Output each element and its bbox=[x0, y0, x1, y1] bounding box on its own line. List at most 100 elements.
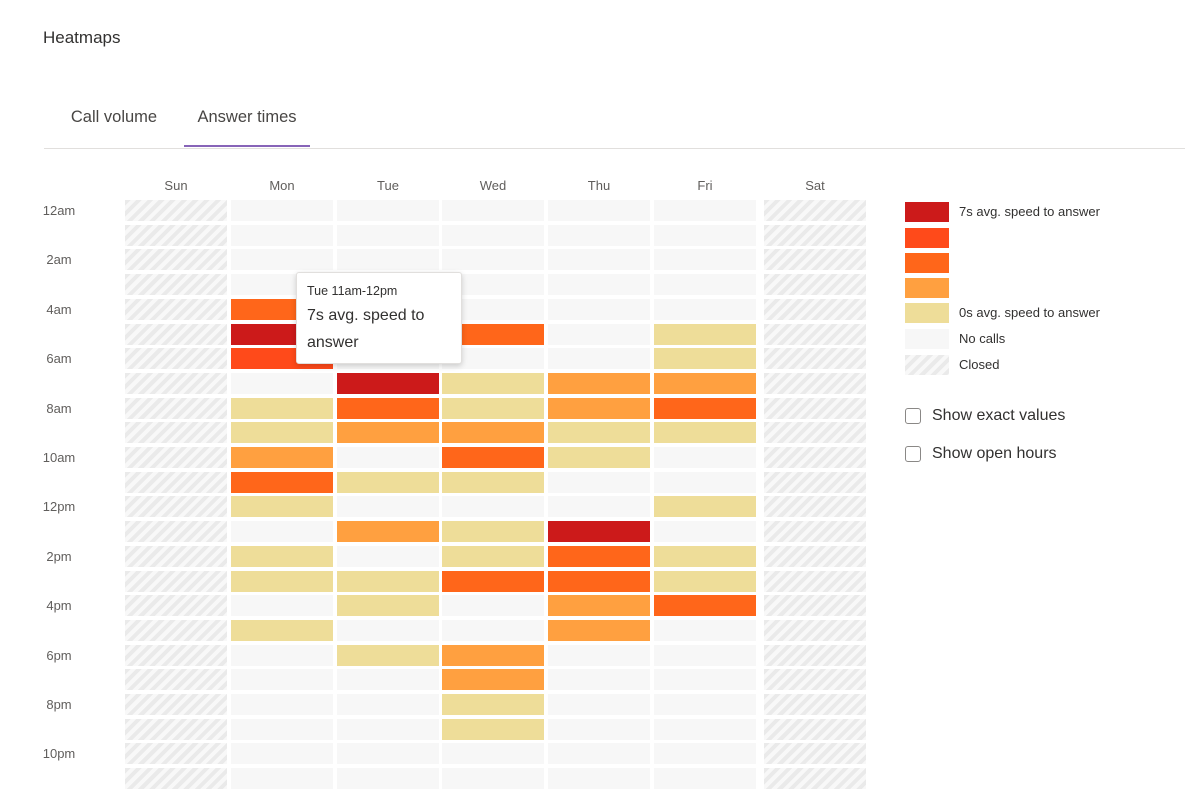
heatmap-cell[interactable] bbox=[231, 249, 333, 270]
heatmap-cell[interactable] bbox=[442, 496, 544, 517]
heatmap-cell[interactable] bbox=[764, 249, 866, 270]
heatmap-cell[interactable] bbox=[125, 299, 227, 320]
heatmap-cell[interactable] bbox=[231, 200, 333, 221]
heatmap-cell[interactable] bbox=[337, 447, 439, 468]
heatmap-cell[interactable] bbox=[125, 249, 227, 270]
heatmap-cell[interactable] bbox=[764, 398, 866, 419]
heatmap-cell[interactable] bbox=[548, 274, 650, 295]
heatmap-cell[interactable] bbox=[654, 398, 756, 419]
heatmap-cell[interactable] bbox=[764, 348, 866, 369]
heatmap-cell[interactable] bbox=[125, 768, 227, 789]
heatmap-cell[interactable] bbox=[442, 274, 544, 295]
heatmap-cell[interactable] bbox=[125, 719, 227, 740]
heatmap-cell[interactable] bbox=[231, 743, 333, 764]
heatmap-cell[interactable] bbox=[764, 521, 866, 542]
heatmap-cell[interactable] bbox=[337, 719, 439, 740]
heatmap-cell[interactable] bbox=[548, 472, 650, 493]
heatmap-cell[interactable] bbox=[442, 324, 544, 345]
heatmap-cell[interactable] bbox=[654, 324, 756, 345]
heatmap-cell[interactable] bbox=[654, 768, 756, 789]
heatmap-cell[interactable] bbox=[654, 225, 756, 246]
heatmap-cell[interactable] bbox=[231, 225, 333, 246]
heatmap-cell[interactable] bbox=[764, 620, 866, 641]
heatmap-cell[interactable] bbox=[231, 373, 333, 394]
heatmap-cell[interactable] bbox=[231, 422, 333, 443]
heatmap-cell[interactable] bbox=[654, 422, 756, 443]
heatmap-cell[interactable] bbox=[125, 422, 227, 443]
heatmap-cell[interactable] bbox=[337, 768, 439, 789]
heatmap-cell[interactable] bbox=[548, 669, 650, 690]
heatmap-cell[interactable] bbox=[548, 546, 650, 567]
heatmap-cell[interactable] bbox=[654, 571, 756, 592]
heatmap-cell[interactable] bbox=[442, 225, 544, 246]
heatmap-cell[interactable] bbox=[654, 669, 756, 690]
heatmap-cell[interactable] bbox=[654, 447, 756, 468]
heatmap-cell[interactable] bbox=[337, 669, 439, 690]
heatmap-cell[interactable] bbox=[764, 645, 866, 666]
heatmap-cell[interactable] bbox=[442, 719, 544, 740]
heatmap-cell[interactable] bbox=[231, 496, 333, 517]
heatmap-cell[interactable] bbox=[442, 768, 544, 789]
heatmap-cell[interactable] bbox=[125, 496, 227, 517]
heatmap-cell[interactable] bbox=[231, 521, 333, 542]
heatmap-cell[interactable] bbox=[764, 546, 866, 567]
heatmap-cell[interactable] bbox=[442, 571, 544, 592]
heatmap-cell[interactable] bbox=[548, 225, 650, 246]
heatmap-cell[interactable] bbox=[548, 595, 650, 616]
heatmap-cell[interactable] bbox=[231, 447, 333, 468]
heatmap-cell[interactable] bbox=[337, 743, 439, 764]
heatmap-cell[interactable] bbox=[548, 299, 650, 320]
heatmap-cell[interactable] bbox=[125, 645, 227, 666]
heatmap-cell[interactable] bbox=[125, 595, 227, 616]
heatmap-cell[interactable] bbox=[548, 496, 650, 517]
heatmap-cell[interactable] bbox=[442, 546, 544, 567]
heatmap-cell[interactable] bbox=[442, 422, 544, 443]
heatmap-cell[interactable] bbox=[548, 719, 650, 740]
heatmap-cell[interactable] bbox=[231, 595, 333, 616]
heatmap-cell[interactable] bbox=[125, 274, 227, 295]
heatmap-cell[interactable] bbox=[654, 249, 756, 270]
heatmap-cell[interactable] bbox=[654, 620, 756, 641]
heatmap-cell[interactable] bbox=[654, 694, 756, 715]
heatmap-cell[interactable] bbox=[442, 299, 544, 320]
heatmap-cell[interactable] bbox=[231, 546, 333, 567]
heatmap-cell[interactable] bbox=[548, 348, 650, 369]
heatmap-cell[interactable] bbox=[337, 249, 439, 270]
heatmap-cell[interactable] bbox=[548, 645, 650, 666]
heatmap-cell[interactable] bbox=[442, 521, 544, 542]
heatmap-cell[interactable] bbox=[125, 398, 227, 419]
heatmap-cell[interactable] bbox=[654, 521, 756, 542]
heatmap-cell[interactable] bbox=[337, 472, 439, 493]
heatmap-cell[interactable] bbox=[337, 225, 439, 246]
heatmap-cell[interactable] bbox=[548, 768, 650, 789]
heatmap-cell[interactable] bbox=[442, 373, 544, 394]
heatmap-cell[interactable] bbox=[548, 571, 650, 592]
heatmap-cell[interactable] bbox=[442, 398, 544, 419]
heatmap-cell[interactable] bbox=[442, 620, 544, 641]
heatmap-cell[interactable] bbox=[764, 694, 866, 715]
heatmap-cell[interactable] bbox=[231, 398, 333, 419]
heatmap-cell[interactable] bbox=[764, 743, 866, 764]
heatmap-cell[interactable] bbox=[764, 669, 866, 690]
heatmap-cell[interactable] bbox=[654, 299, 756, 320]
tab-call-volume[interactable]: Call volume bbox=[70, 108, 158, 126]
heatmap-cell[interactable] bbox=[548, 200, 650, 221]
heatmap-cell[interactable] bbox=[654, 496, 756, 517]
heatmap-cell[interactable] bbox=[231, 645, 333, 666]
heatmap-cell[interactable] bbox=[231, 571, 333, 592]
heatmap-cell[interactable] bbox=[125, 669, 227, 690]
show-exact-values-checkbox[interactable] bbox=[905, 408, 921, 424]
heatmap-cell[interactable] bbox=[442, 694, 544, 715]
heatmap-cell[interactable] bbox=[125, 225, 227, 246]
heatmap-cell[interactable] bbox=[125, 373, 227, 394]
heatmap-cell[interactable] bbox=[125, 743, 227, 764]
heatmap-cell[interactable] bbox=[764, 200, 866, 221]
heatmap-cell[interactable] bbox=[125, 348, 227, 369]
heatmap-cell[interactable] bbox=[548, 398, 650, 419]
heatmap-cell[interactable] bbox=[548, 447, 650, 468]
heatmap-cell[interactable] bbox=[764, 422, 866, 443]
heatmap-cell[interactable] bbox=[548, 620, 650, 641]
heatmap-cell[interactable] bbox=[442, 669, 544, 690]
heatmap-cell[interactable] bbox=[764, 373, 866, 394]
heatmap-cell[interactable] bbox=[442, 595, 544, 616]
